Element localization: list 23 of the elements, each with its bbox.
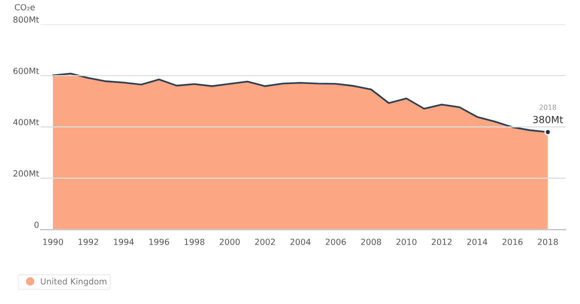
x-tick-label: 1998: [184, 238, 204, 245]
legend-label: United Kingdom: [40, 278, 106, 286]
x-tick-label: 2016: [502, 238, 523, 245]
x-tick-label: 2008: [361, 238, 382, 245]
y-tick-label: 800Mt: [13, 16, 40, 23]
y-tick-label: 400Mt: [13, 119, 40, 126]
annotation: 380Mt: [533, 116, 563, 124]
x-tick-label: 1990: [43, 238, 64, 245]
x-tick-label: 2010: [396, 238, 416, 245]
x-tick-label: 2006: [326, 238, 346, 245]
x-tick-label: 2012: [432, 238, 452, 245]
x-tick-label: 2018: [538, 238, 558, 245]
y-tick-label: 200Mt: [13, 170, 40, 177]
y-tick-label: 0: [34, 222, 39, 228]
x-tick-label: 1994: [114, 238, 134, 245]
x-tick-label: 2002: [255, 238, 275, 245]
x-tick-label: 2014: [467, 238, 488, 245]
y-axis-title: CO₂e: [14, 4, 35, 10]
x-tick-label: 2000: [220, 238, 240, 245]
x-tick-label: 1996: [149, 238, 170, 245]
y-tick-label: 600Mt: [13, 68, 40, 74]
x-tick-label: 2004: [290, 238, 311, 245]
x-tick-label: 1992: [78, 238, 98, 245]
